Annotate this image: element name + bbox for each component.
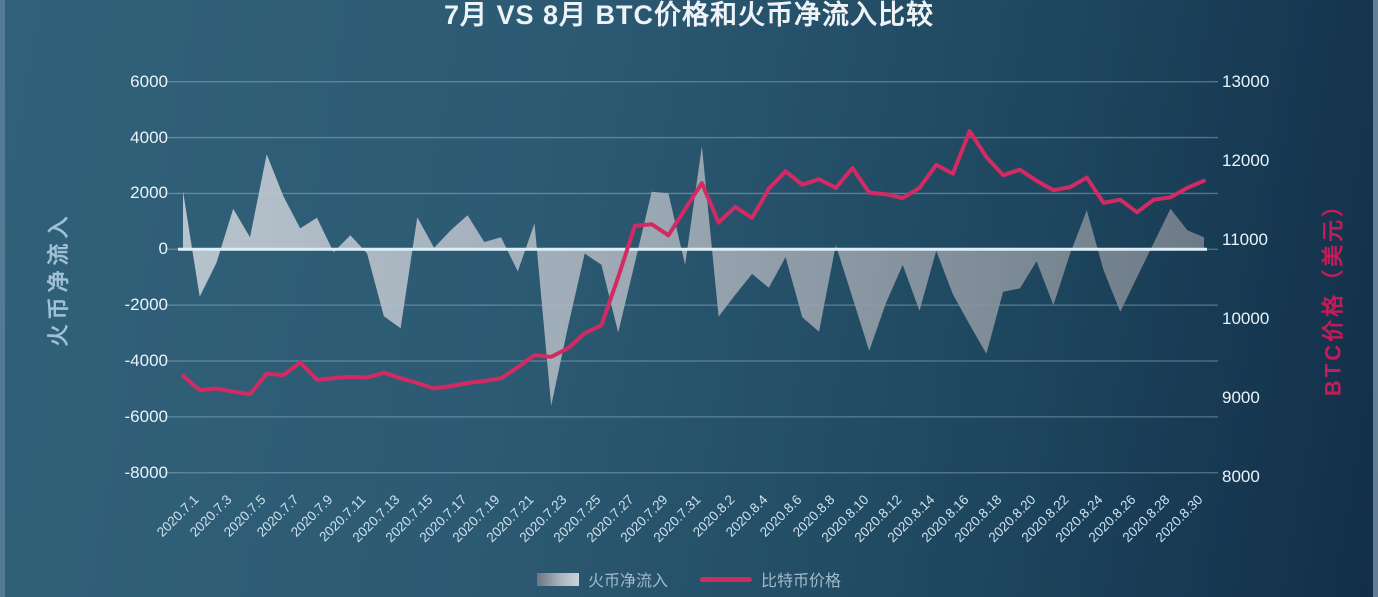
area-series-swatch <box>536 572 579 586</box>
right-axis-title: BTC价格（美元） <box>1320 191 1346 397</box>
left-tick-label: -6000 <box>124 406 168 426</box>
left-tick-label: -8000 <box>124 462 168 482</box>
line-series-btc-price <box>181 129 1206 397</box>
axis-ticks <box>167 81 1218 474</box>
area-series-huobi-netflow <box>183 146 1204 406</box>
right-tick-label: 10000 <box>1222 309 1270 328</box>
legend-label-btc-price: 比特币价格 <box>761 573 842 590</box>
left-tick-label: -4000 <box>124 351 168 371</box>
line-series-swatch <box>700 576 752 582</box>
gridlines <box>178 81 1207 474</box>
right-tick-label: 8000 <box>1222 467 1260 486</box>
legend-label-huobi-netflow: 火币净流入 <box>587 573 668 590</box>
legend: 火币净流入 比特币价格 <box>0 567 1378 591</box>
right-tick-label: 13000 <box>1222 72 1270 91</box>
chart-title: 7月 VS 8月 BTC价格和火币净流入比较 <box>443 0 935 30</box>
right-tick-label: 9000 <box>1222 388 1260 407</box>
right-tick-label: 11000 <box>1222 230 1269 249</box>
left-tick-label: 6000 <box>130 71 168 91</box>
left-tick-label: 0 <box>158 239 168 259</box>
left-tick-label: -2000 <box>124 295 168 315</box>
left-tick-label: 4000 <box>130 127 168 147</box>
right-tick-label: 12000 <box>1222 151 1270 170</box>
left-tick-label: 2000 <box>130 183 168 203</box>
left-axis-title: 火币净流入 <box>46 211 71 347</box>
